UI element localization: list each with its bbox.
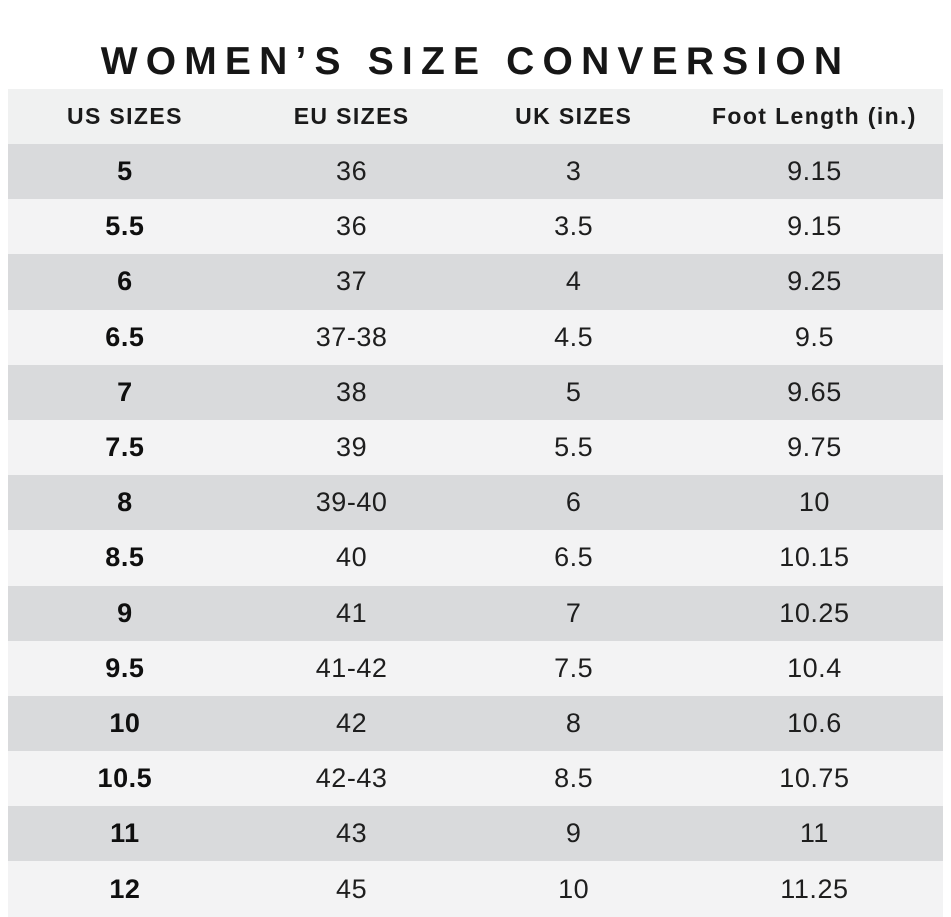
us-size-cell: 7.5 [105,432,145,463]
foot-length-cell: 10.75 [779,763,850,794]
table-row: 7.5 39 5.5 9.75 [8,419,943,476]
us-size-cell: 5.5 [105,211,145,242]
eu-size-cell: 42-43 [315,763,388,794]
column-header-uk-sizes: UK SIZES [461,89,686,144]
page-title: WOMEN’S SIZE CONVERSION [100,40,851,84]
us-size-cell: 10 [109,707,141,738]
foot-length-cell: 10.25 [779,597,850,628]
foot-length-cell: 9.75 [787,432,842,463]
table-body: 5 36 3 9.15 5.5 36 3.5 9.15 6 37 4 9.25 … [8,144,943,917]
eu-size-cell: 45 [336,873,368,904]
foot-length-cell: 9.5 [794,321,834,352]
uk-size-cell: 3 [565,156,582,187]
us-size-cell: 6 [117,266,133,297]
uk-size-cell: 6 [565,487,582,518]
eu-size-cell: 43 [336,818,368,849]
us-size-cell: 9 [117,597,133,628]
table-row: 6.5 37-38 4.5 9.5 [8,309,943,365]
eu-size-cell: 39-40 [315,487,388,518]
us-size-cell: 8.5 [105,542,145,573]
uk-size-cell: 4 [565,266,582,297]
table-row: 8 39-40 6 10 [8,475,943,531]
foot-length-cell: 9.25 [787,266,842,297]
us-size-cell: 5 [117,156,133,187]
uk-size-cell: 3.5 [554,211,594,242]
column-header-us-sizes: US SIZES [8,89,242,144]
foot-length-cell: 11 [799,818,829,849]
eu-size-cell: 36 [336,156,368,187]
foot-length-cell: 9.15 [787,156,842,187]
eu-size-cell: 36 [336,211,368,242]
uk-size-cell: 10 [558,873,590,904]
uk-size-cell: 9 [565,818,582,849]
eu-size-cell: 38 [336,376,368,407]
uk-size-cell: 7 [565,597,582,628]
size-conversion-table: US SIZES EU SIZES UK SIZES Foot Length (… [8,89,943,917]
us-size-cell: 10.5 [97,763,153,794]
eu-size-cell: 42 [336,707,368,738]
eu-size-cell: 37-38 [315,321,388,352]
table-row: 5 36 3 9.15 [8,144,943,200]
us-size-cell: 11 [110,818,140,849]
table-header-row: US SIZES EU SIZES UK SIZES Foot Length (… [8,89,943,144]
foot-length-cell: 9.65 [787,376,842,407]
foot-length-cell: 10.6 [787,707,842,738]
column-header-eu-sizes: EU SIZES [241,89,462,144]
table-row: 7 38 5 9.65 [8,364,943,420]
uk-size-cell: 5 [565,376,582,407]
table-row: 12 45 10 11.25 [8,861,943,917]
table-row: 10.5 42-43 8.5 10.75 [8,751,943,807]
column-header-foot-length: Foot Length (in.) [685,89,943,144]
us-size-cell: 9.5 [105,652,145,683]
table-row: 9 41 7 10.25 [8,585,943,641]
us-size-cell: 7 [117,376,133,407]
eu-size-cell: 41 [336,597,368,628]
foot-length-cell: 10 [798,487,830,518]
table-row: 8.5 40 6.5 10.15 [8,530,943,586]
us-size-cell: 12 [109,873,141,904]
foot-length-cell: 9.15 [787,211,842,242]
uk-size-cell: 5.5 [554,432,594,463]
table-row: 5.5 36 3.5 9.15 [8,199,943,255]
uk-size-cell: 8.5 [554,763,594,794]
eu-size-cell: 39 [336,432,368,463]
table-row: 9.5 41-42 7.5 10.4 [8,640,943,696]
foot-length-cell: 10.4 [787,652,842,683]
uk-size-cell: 4.5 [554,321,594,352]
us-size-cell: 6.5 [105,321,145,352]
foot-length-cell: 10.15 [779,542,850,573]
us-size-cell: 8 [117,487,133,518]
uk-size-cell: 7.5 [554,652,594,683]
uk-size-cell: 6.5 [554,542,594,573]
foot-length-cell: 11.25 [780,873,849,904]
eu-size-cell: 41-42 [315,652,388,683]
eu-size-cell: 40 [336,542,368,573]
table-row: 10 42 8 10.6 [8,695,943,752]
uk-size-cell: 8 [565,707,582,738]
eu-size-cell: 37 [336,266,368,297]
table-row: 11 43 9 11 [8,806,943,862]
table-row: 6 37 4 9.25 [8,254,943,310]
